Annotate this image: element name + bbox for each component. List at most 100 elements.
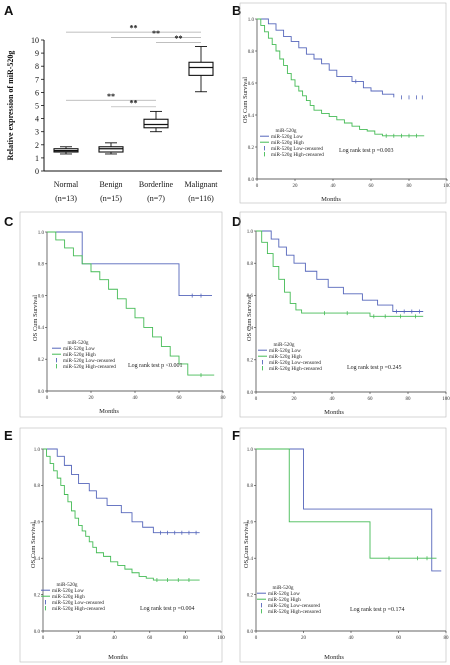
y-tick-label: 0 (35, 167, 39, 176)
legend-entry: miR-520g Low (63, 346, 95, 352)
box (188, 61, 214, 76)
x-tick-label: 80 (444, 636, 450, 641)
x-tick-label: 60 (369, 184, 375, 189)
legend-entry: miR-520g High-censored (268, 609, 321, 615)
legend-entry: miR-520g High (271, 140, 304, 146)
panel-B: B 0 20 40 60 80 100 0.0 0.2 0.4 0.6 0.8 1.0 Months OS … (232, 2, 450, 204)
x-tick-label: 80 (406, 397, 412, 402)
y-tick-label: 7 (35, 75, 39, 84)
x-tick-label: 100 (217, 636, 225, 641)
y-tick-label: 0.6 (247, 294, 254, 299)
y-tick-label: 8 (35, 62, 39, 71)
legend-entry: miR-520g Low-censored (63, 358, 115, 364)
panel-frame (239, 2, 447, 204)
y-axis-title: OS Cum Survival (32, 295, 39, 341)
x-tick-label: 40 (112, 636, 118, 641)
x-tick-label: 100 (442, 397, 450, 402)
y-tick-label: 0.0 (248, 178, 255, 183)
panel-D: D 0 20 40 60 80 100 0.0 0.2 0.4 0.6 0.8 1.0 Months OS … (232, 211, 450, 418)
x-tick-label: 0 (42, 636, 45, 641)
y-tick-label: 1.0 (38, 231, 45, 236)
x-axis-title: Months (321, 196, 341, 203)
x-tick-label: 60 (147, 636, 153, 641)
y-axis-title: OS Cum Survival (30, 522, 37, 568)
significance-label: ** (175, 34, 183, 43)
y-tick-label: 0.8 (247, 262, 254, 267)
x-tick-label: 40 (349, 636, 355, 641)
legend-title: miR-520g (272, 585, 293, 591)
survival-curve-high (47, 231, 215, 376)
y-tick-label: 0.6 (248, 82, 255, 87)
y-axis-title: OS Cum Survival (243, 522, 250, 568)
panel-F: F 0 20 40 60 80 0.0 0.2 0.4 0.6 0.8 1.0 Months OS Cum… (232, 427, 450, 663)
x-tick-label: 80 (183, 636, 189, 641)
y-tick-label: 2 (35, 141, 39, 150)
y-tick-label: 0.4 (247, 557, 254, 562)
panel-label-A: A (4, 3, 14, 18)
logrank-annotation: Log rank test p <0.001 (128, 363, 183, 369)
category-n-label: (n=116) (188, 194, 214, 203)
panel-frame (239, 427, 447, 663)
panel-label-D: D (232, 214, 241, 229)
x-tick-label: 0 (255, 636, 258, 641)
y-tick-label: 0.2 (38, 358, 45, 363)
panel-frame (19, 427, 223, 663)
survival-curve-low (256, 230, 424, 312)
y-tick-label: 0.8 (34, 484, 41, 489)
y-tick-label: 9 (35, 49, 39, 58)
legend-entry: miR-520g Low-censored (52, 600, 104, 606)
x-tick-label: 20 (89, 396, 95, 401)
x-tick-label: 60 (396, 636, 402, 641)
y-tick-label: 4 (35, 115, 39, 124)
y-tick-label: 0.2 (247, 593, 254, 598)
panel-label-F: F (232, 428, 240, 443)
category-label: Normal (54, 180, 79, 189)
x-tick-label: 40 (331, 184, 337, 189)
y-axis-title: Relative expression of miR-520g (6, 51, 15, 161)
survival-curve-high (256, 230, 424, 317)
panel-label-C: C (4, 214, 14, 229)
category-label: Malignant (185, 180, 219, 189)
survival-curve-low (47, 231, 212, 297)
y-tick-label: 0.6 (38, 294, 45, 299)
y-tick-label: 1 (35, 154, 39, 163)
y-tick-label: 0.6 (34, 521, 41, 526)
box (98, 146, 124, 153)
legend-entry: miR-520g Low (269, 348, 301, 354)
x-tick-label: 0 (256, 184, 259, 189)
survival-curve-low (256, 448, 442, 572)
y-tick-label: 0.4 (248, 114, 255, 119)
survival-curve-high (43, 448, 200, 581)
x-tick-label: 20 (292, 397, 298, 402)
legend-entry: miR-520g Low-censored (271, 146, 323, 152)
x-axis-title: Months (108, 654, 128, 661)
x-tick-label: 40 (133, 396, 139, 401)
logrank-annotation: Log rank test p =0.004 (140, 606, 195, 612)
x-tick-label: 80 (407, 184, 413, 189)
x-tick-label: 100 (443, 184, 450, 189)
y-axis-title: OS Cum Survival (246, 295, 253, 341)
y-tick-label: 1.0 (34, 448, 41, 453)
legend-entry: miR-520g Low-censored (269, 360, 321, 366)
panel-frame (239, 211, 447, 418)
legend-entry: miR-520g High (269, 354, 302, 360)
survival-curve-high (257, 18, 425, 137)
x-tick-label: 20 (293, 184, 299, 189)
y-tick-label: 0.0 (247, 391, 254, 396)
panel-C: C 0 20 40 60 80 0.0 0.2 0.4 0.6 0.8 1.0 Months OS Cum… (4, 211, 226, 418)
category-n-label: (n=13) (55, 194, 77, 203)
x-tick-label: 20 (76, 636, 82, 641)
y-axis-title: OS Cum Survival (242, 77, 249, 123)
category-label: Borderline (139, 180, 174, 189)
survival-curve-low (257, 18, 395, 98)
y-tick-label: 0.8 (38, 263, 45, 268)
significance-label: ** (152, 29, 160, 38)
x-tick-label: 20 (301, 636, 307, 641)
legend-entry: miR-520g Low-censored (268, 603, 320, 609)
x-axis-title: Months (324, 654, 344, 661)
legend-entry: miR-520g Low (268, 591, 300, 597)
y-tick-label: 1.0 (248, 18, 255, 23)
x-tick-label: 40 (330, 397, 336, 402)
y-tick-label: 0.8 (248, 50, 255, 55)
